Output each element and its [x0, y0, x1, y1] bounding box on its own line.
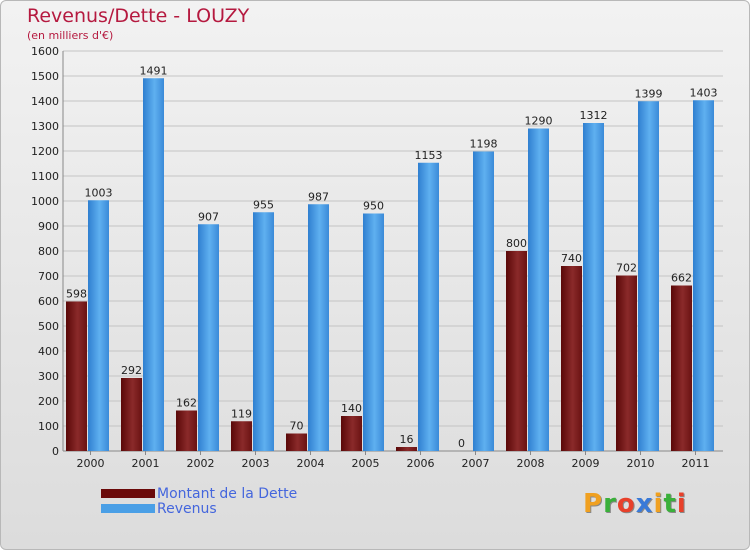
revenus-value-label: 1153: [415, 149, 443, 162]
debt-bar: [396, 447, 417, 451]
debt-value-label: 800: [506, 237, 527, 250]
debt-bar: [66, 301, 87, 451]
revenus-bar: [253, 212, 274, 451]
revenus-bar: [473, 151, 494, 451]
revenus-value-label: 1198: [470, 138, 498, 151]
debt-bar: [176, 410, 197, 451]
legend: Montant de la Dette Revenus: [101, 485, 298, 517]
logo-letter: P: [583, 489, 604, 519]
y-tick-label: 900: [38, 220, 59, 233]
x-tick-label: 2007: [462, 457, 490, 470]
y-tick-label: 1000: [31, 195, 59, 208]
revenus-value-label: 1403: [690, 86, 718, 99]
logo-letter: t: [663, 489, 677, 519]
revenus-value-label: 907: [198, 210, 219, 223]
revenus-value-label: 1003: [85, 186, 113, 199]
x-tick-label: 2011: [682, 457, 710, 470]
x-tick-label: 2008: [517, 457, 545, 470]
debt-value-label: 140: [341, 402, 362, 415]
logo-letter: i: [676, 489, 687, 519]
debt-bar: [561, 266, 582, 451]
revenus-bar: [583, 123, 604, 451]
legend-swatch-debt: [101, 489, 155, 498]
revenus-bar: [693, 100, 714, 451]
legend-item-revenus: Revenus: [101, 500, 297, 517]
logo-letter: o: [616, 489, 636, 519]
revenus-value-label: 1312: [580, 109, 608, 122]
y-tick-label: 1600: [31, 45, 59, 58]
debt-value-label: 740: [561, 252, 582, 265]
revenus-bar: [308, 204, 329, 451]
revenus-bar: [528, 128, 549, 451]
revenus-value-label: 1399: [635, 87, 663, 100]
revenus-value-label: 950: [363, 200, 384, 213]
y-tick-label: 1100: [31, 170, 59, 183]
chart-subtitle: (en milliers d'€): [27, 29, 114, 42]
y-tick-label: 1500: [31, 70, 59, 83]
x-tick-label: 2002: [187, 457, 215, 470]
revenus-value-label: 1491: [140, 64, 168, 77]
debt-value-label: 292: [121, 364, 142, 377]
x-tick-label: 2005: [352, 457, 380, 470]
debt-value-label: 702: [616, 262, 637, 275]
y-tick-label: 600: [38, 295, 59, 308]
debt-bar: [671, 285, 692, 451]
legend-label-debt: Montant de la Dette: [157, 485, 298, 502]
revenus-bar: [638, 101, 659, 451]
y-tick-label: 500: [38, 320, 59, 333]
x-tick-label: 2004: [297, 457, 325, 470]
debt-bar: [506, 251, 527, 451]
debt-bar: [341, 416, 362, 451]
logo-letter: r: [603, 489, 617, 519]
legend-item-debt: Montant de la Dette: [101, 485, 298, 502]
legend-label-revenus: Revenus: [157, 500, 217, 517]
y-tick-label: 1300: [31, 120, 59, 133]
y-tick-label: 100: [38, 420, 59, 433]
revenus-bar: [418, 162, 439, 451]
debt-bar: [286, 433, 307, 451]
revenus-bar: [143, 78, 164, 451]
debt-value-label: 0: [458, 437, 465, 450]
bar-layer: [66, 78, 714, 451]
y-tick-label: 1200: [31, 145, 59, 158]
x-tick-label: 2010: [627, 457, 655, 470]
debt-bar: [616, 275, 637, 451]
x-tick-label: 2006: [407, 457, 435, 470]
debt-bar: [121, 378, 142, 451]
y-tick-label: 400: [38, 345, 59, 358]
y-tick-label: 800: [38, 245, 59, 258]
debt-value-label: 598: [66, 288, 87, 301]
revenus-bar: [88, 200, 109, 451]
proxiti-logo: Proxiti: [583, 489, 687, 519]
logo-letter: x: [635, 489, 654, 519]
legend-swatch-revenus: [101, 504, 155, 513]
y-tick-label: 700: [38, 270, 59, 283]
revenus-value-label: 955: [253, 198, 274, 211]
y-tick-label: 300: [38, 370, 59, 383]
debt-value-label: 16: [400, 433, 414, 446]
y-tick-label: 0: [52, 445, 59, 458]
label-layer: 598 1003 292 1491 162 907 119 955 70 987 140 950 16 1…: [66, 64, 718, 450]
y-tick-label: 1400: [31, 95, 59, 108]
grid-layer: [63, 50, 723, 452]
revenus-value-label: 1290: [525, 115, 553, 128]
debt-value-label: 119: [231, 407, 252, 420]
x-tick-label: 2003: [242, 457, 270, 470]
revenus-bar: [198, 224, 219, 451]
debt-value-label: 70: [290, 420, 304, 433]
revenus-bar: [363, 213, 384, 451]
chart-title: Revenus/Dette - LOUZY: [27, 5, 250, 27]
debt-value-label: 162: [176, 397, 197, 410]
debt-value-label: 662: [671, 272, 692, 285]
x-tick-label: 2001: [132, 457, 160, 470]
axis-layer: 0100200300400500600700800900100011001200…: [31, 45, 723, 470]
y-tick-label: 200: [38, 395, 59, 408]
logo-letter: i: [653, 489, 664, 519]
revenus-value-label: 987: [308, 190, 329, 203]
x-tick-label: 2000: [77, 457, 105, 470]
debt-bar: [231, 421, 252, 451]
x-tick-label: 2009: [572, 457, 600, 470]
